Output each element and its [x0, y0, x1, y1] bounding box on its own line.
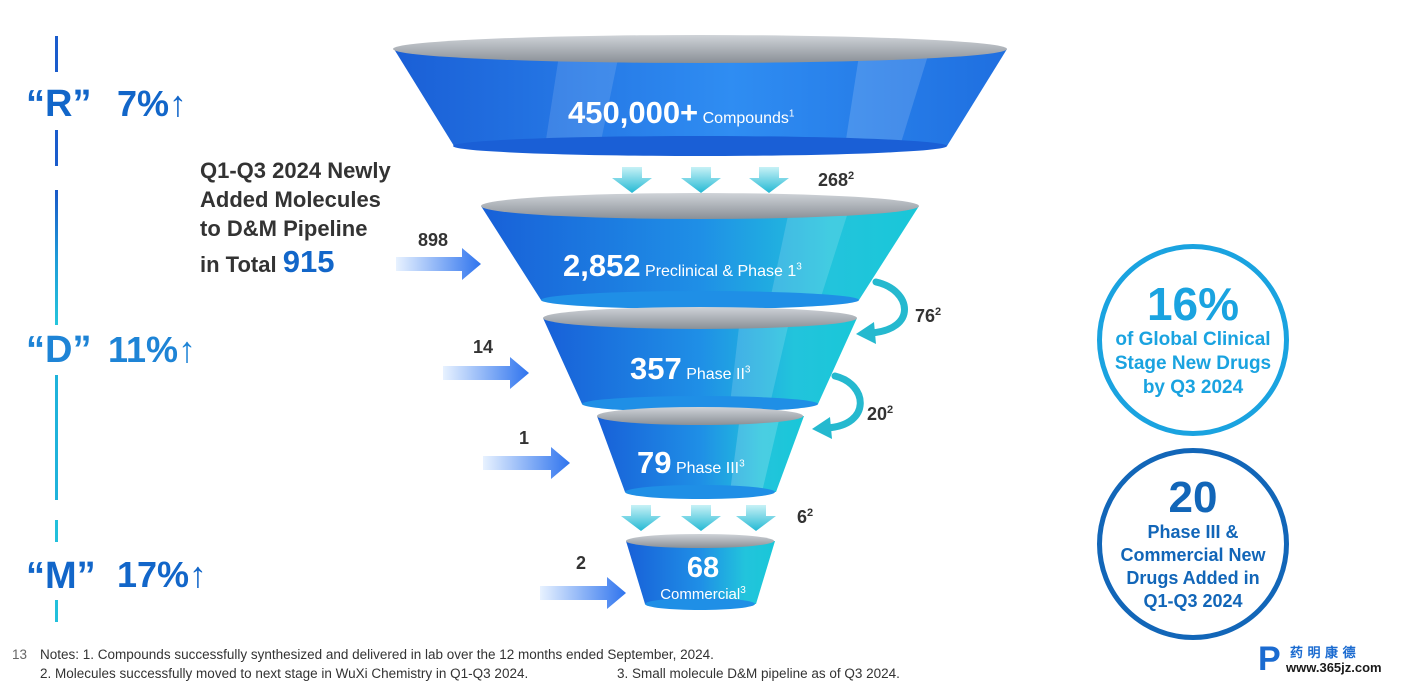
- inflow-value-14: 14: [473, 337, 494, 357]
- rdm-letter-r: “R”: [26, 83, 92, 125]
- stage-name-phase3: Phase III: [675, 460, 740, 477]
- stage-value-preclinical: 2,852: [563, 248, 641, 283]
- rdm-vertical-line: [55, 36, 58, 622]
- watermark-logo: P 药 明 康 德 www.365jz.com: [1258, 640, 1398, 680]
- inflow-arrow-2: [540, 577, 626, 609]
- rdm-pct-d: 11%↑: [108, 329, 197, 370]
- stat-circle-2-line-2: Commercial New: [1120, 545, 1266, 565]
- stage-value-compounds: 450,000+: [568, 95, 699, 130]
- stage-value-phase2: 357: [630, 351, 682, 386]
- stage-sup-phase2: 3: [744, 364, 751, 376]
- curved-arrow-76: [856, 278, 908, 344]
- stat-circle-2-line-3: Drugs Added in: [1126, 568, 1260, 588]
- added-total-prefix: in Total: [200, 252, 277, 277]
- stat-circle-1-line-2: Stage New Drugs: [1114, 353, 1272, 374]
- inflow-arrow-14: [443, 357, 529, 389]
- added-total-value: 915: [282, 244, 335, 279]
- stage-sup-commercial: 3: [740, 585, 746, 596]
- stat-circle-1-line-3: by Q3 2024: [1142, 377, 1244, 398]
- stage-name-compounds: Compounds: [702, 110, 789, 127]
- stat-circle-new-drugs: 20 Phase III & Commercial New Drugs Adde…: [1097, 448, 1289, 640]
- stat-circle-2-line-4: Q1-Q3 2024: [1143, 591, 1243, 611]
- funnel-stage-phase3: [597, 407, 804, 499]
- rdm-pct-r: 7%↑: [117, 83, 188, 124]
- stage-sup-phase3: 3: [739, 458, 745, 470]
- funnel-stage-preclinical: [481, 193, 919, 309]
- down-arrows-bottom: [621, 505, 776, 531]
- added-line-3: to D&M Pipeline: [200, 216, 368, 241]
- stage-name-commercial: Commercial: [660, 586, 741, 603]
- transition-value-20: 202: [867, 404, 894, 424]
- stage-label-preclinical: 2,852 Preclinical & Phase 13: [563, 248, 802, 284]
- stat-circle-global-share: 16% of Global Clinical Stage New Drugs b…: [1097, 244, 1289, 436]
- notes-line-1: Notes: 1. Compounds successfully synthes…: [40, 647, 714, 662]
- rdm-letter-m: “M”: [26, 555, 96, 597]
- stage-sup-compounds: 1: [788, 108, 795, 120]
- stage-value-phase3: 79: [637, 445, 672, 480]
- stat-circle-1-big: 16%: [1146, 278, 1240, 330]
- added-line-2: Added Molecules: [200, 187, 381, 212]
- curved-arrow-20: [812, 372, 864, 439]
- stage-label-compounds: 450,000+ Compounds1: [568, 95, 794, 131]
- rdm-pct-m: 17%↑: [117, 554, 208, 595]
- rdm-letter-d: “D”: [26, 329, 92, 371]
- added-molecules-text: Q1-Q3 2024 Newly Added Molecules to D&M …: [200, 156, 430, 279]
- stat-circle-2-big: 20: [1168, 473, 1218, 522]
- stage-name-phase2: Phase II: [686, 366, 745, 383]
- inflow-arrow-1: [483, 447, 570, 479]
- watermark-url: www.365jz.com: [1286, 660, 1382, 675]
- stage-label-phase3: 79 Phase III3: [637, 445, 745, 481]
- down-arrows-top: [612, 167, 789, 193]
- added-line-4: in Total 915: [200, 244, 430, 279]
- funnel-stage-compounds: [393, 35, 1007, 156]
- notes-line-2b: 3. Small molecule D&M pipeline as of Q3 …: [617, 666, 900, 681]
- transition-value-268: 2682: [818, 170, 855, 190]
- stat-circle-1-line-1: of Global Clinical: [1115, 329, 1271, 350]
- watermark-p-icon: P: [1258, 640, 1281, 678]
- notes-line-2a: 2. Molecules successfully moved to next …: [40, 666, 529, 681]
- inflow-value-898: 898: [418, 230, 449, 250]
- transition-value-76: 762: [915, 306, 942, 326]
- transition-value-6: 62: [797, 507, 814, 527]
- added-line-1: Q1-Q3 2024 Newly: [200, 158, 391, 183]
- stage-value-commercial: 68: [686, 552, 720, 584]
- page-number: 13: [12, 647, 28, 662]
- stage-label-phase2: 357 Phase II3: [630, 351, 750, 387]
- stage-sup-preclinical: 3: [796, 261, 802, 273]
- stat-circle-2-line-1: Phase III &: [1147, 522, 1239, 542]
- funnel-stage-commercial: [626, 534, 775, 610]
- inflow-value-1: 1: [519, 428, 530, 448]
- inflow-value-2: 2: [576, 553, 587, 573]
- stage-label-commercial: 68 Commercial3: [648, 553, 758, 603]
- watermark-cn-text: 药 明 康 德: [1290, 646, 1356, 661]
- stage-name-preclinical: Preclinical & Phase 1: [645, 263, 797, 280]
- funnel-stage-phase2: [543, 307, 857, 412]
- inflow-arrow-898: [396, 248, 481, 280]
